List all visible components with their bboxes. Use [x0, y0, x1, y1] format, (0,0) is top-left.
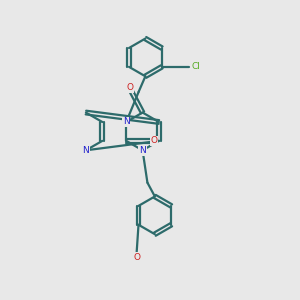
Text: O: O: [126, 83, 133, 92]
Text: N: N: [139, 146, 146, 155]
Text: O: O: [133, 253, 140, 262]
Text: N: N: [82, 146, 89, 155]
Text: N: N: [123, 118, 130, 127]
Text: O: O: [151, 136, 158, 146]
Text: Cl: Cl: [191, 62, 200, 71]
